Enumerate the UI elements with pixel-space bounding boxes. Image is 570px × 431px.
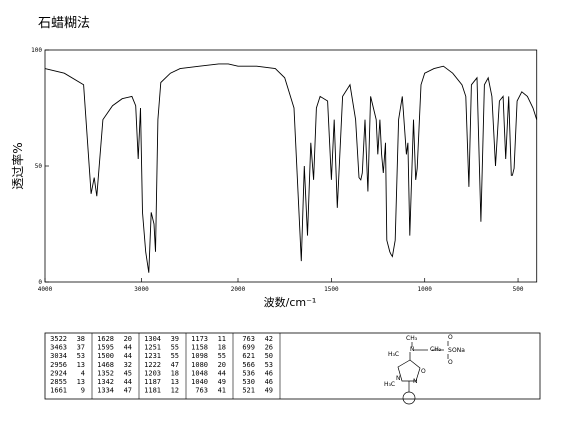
peak-transmittance: 42 (265, 335, 273, 343)
peak-transmittance: 49 (265, 387, 273, 395)
peak-wavenumber: 521 (242, 387, 255, 395)
peak-wavenumber: 1304 (144, 335, 161, 343)
peak-transmittance: 55 (171, 344, 179, 352)
peak-wavenumber: 1181 (144, 387, 161, 395)
peak-transmittance: 55 (218, 352, 226, 360)
peak-transmittance: 45 (124, 369, 132, 377)
peak-transmittance: 32 (124, 361, 132, 369)
structure-label: S (448, 347, 452, 354)
y-tick-label: 50 (35, 163, 43, 170)
peak-wavenumber: 1203 (144, 369, 161, 377)
peak-transmittance: 46 (265, 378, 273, 386)
peak-wavenumber: 1661 (50, 387, 67, 395)
peak-wavenumber: 536 (242, 369, 255, 377)
structure (397, 341, 449, 405)
peak-wavenumber: 530 (242, 378, 255, 386)
spectrum-line (44, 63, 538, 273)
peak-transmittance: 41 (218, 387, 226, 395)
peak-wavenumber: 566 (242, 361, 255, 369)
peak-transmittance: 20 (218, 361, 226, 369)
peak-wavenumber: 1468 (97, 361, 114, 369)
x-tick-label: 1000 (417, 286, 432, 293)
peak-wavenumber: 3522 (50, 335, 67, 343)
peak-wavenumber: 763 (195, 387, 208, 395)
structure-label: O (421, 368, 426, 375)
peak-transmittance: 13 (77, 378, 85, 386)
peak-transmittance: 44 (124, 352, 132, 360)
peak-wavenumber: 1173 (191, 335, 208, 343)
structure-label: O (448, 359, 453, 366)
y-tick-label: 0 (38, 279, 42, 286)
peak-wavenumber: 1352 (97, 369, 114, 377)
peak-wavenumber: 1098 (191, 352, 208, 360)
peak-wavenumber: 1595 (97, 344, 114, 352)
peak-transmittance: 47 (124, 387, 132, 395)
peak-wavenumber: 1048 (191, 369, 208, 377)
peak-transmittance: 9 (81, 387, 85, 395)
peak-wavenumber: 699 (242, 344, 255, 352)
peak-transmittance: 38 (77, 335, 85, 343)
peak-transmittance: 46 (265, 369, 273, 377)
title: 石蜡糊法 (38, 15, 90, 31)
x-label: 波数/cm⁻¹ (264, 296, 317, 309)
peak-wavenumber: 621 (242, 352, 255, 360)
peak-transmittance: 44 (124, 344, 132, 352)
peak-wavenumber: 1187 (144, 378, 161, 386)
peak-transmittance: 50 (265, 352, 273, 360)
y-label: 透过率% (10, 142, 25, 189)
structure-label: CH₃ (406, 335, 418, 342)
peak-wavenumber: 1158 (191, 344, 208, 352)
structure-label: N (396, 375, 401, 382)
peak-wavenumber: 3463 (50, 344, 67, 352)
peak-transmittance: 53 (265, 361, 273, 369)
peak-transmittance: 53 (77, 352, 85, 360)
peak-transmittance: 39 (171, 335, 179, 343)
peak-wavenumber: 1231 (144, 352, 161, 360)
structure-label: H₃C (388, 351, 399, 358)
table-frame (44, 332, 541, 400)
peak-transmittance: 18 (171, 369, 179, 377)
peak-wavenumber: 2956 (50, 361, 67, 369)
plot-frame (44, 49, 538, 283)
x-tick-label: 3000 (134, 286, 149, 293)
structure-label: O (448, 334, 453, 341)
y-tick-label: 100 (31, 47, 42, 54)
peak-wavenumber: 1251 (144, 344, 161, 352)
x-tick-label: 1500 (324, 286, 339, 293)
peak-wavenumber: 1334 (97, 387, 114, 395)
peak-transmittance: 47 (171, 361, 179, 369)
structure-label: CH₂ (430, 346, 442, 353)
peak-transmittance: 11 (218, 335, 226, 343)
peak-wavenumber: 1342 (97, 378, 114, 386)
peak-wavenumber: 763 (242, 335, 255, 343)
peak-wavenumber: 1628 (97, 335, 114, 343)
peak-wavenumber: 1040 (191, 378, 208, 386)
peak-transmittance: 12 (171, 387, 179, 395)
peak-transmittance: 18 (218, 344, 226, 352)
structure-label: N (410, 346, 415, 353)
peak-transmittance: 44 (124, 378, 132, 386)
peak-wavenumber: 1080 (191, 361, 208, 369)
peak-transmittance: 44 (218, 369, 226, 377)
structure-label: N (413, 378, 418, 385)
peak-wavenumber: 2924 (50, 369, 67, 377)
peak-transmittance: 37 (77, 344, 85, 352)
peak-wavenumber: 3034 (50, 352, 67, 360)
peak-transmittance: 13 (171, 378, 179, 386)
x-tick-label: 500 (513, 286, 524, 293)
peak-wavenumber: 2855 (50, 378, 67, 386)
peak-transmittance: 55 (171, 352, 179, 360)
x-tick-label: 2000 (231, 286, 246, 293)
x-tick-label: 4000 (38, 286, 53, 293)
structure-label: ONa (452, 347, 465, 354)
peak-transmittance: 20 (124, 335, 132, 343)
structure-label: H₃C (384, 381, 395, 388)
peak-wavenumber: 1222 (144, 361, 161, 369)
peak-wavenumber: 1500 (97, 352, 114, 360)
peak-transmittance: 26 (265, 344, 273, 352)
peak-transmittance: 4 (81, 369, 85, 377)
peak-transmittance: 13 (77, 361, 85, 369)
peak-transmittance: 49 (218, 378, 226, 386)
